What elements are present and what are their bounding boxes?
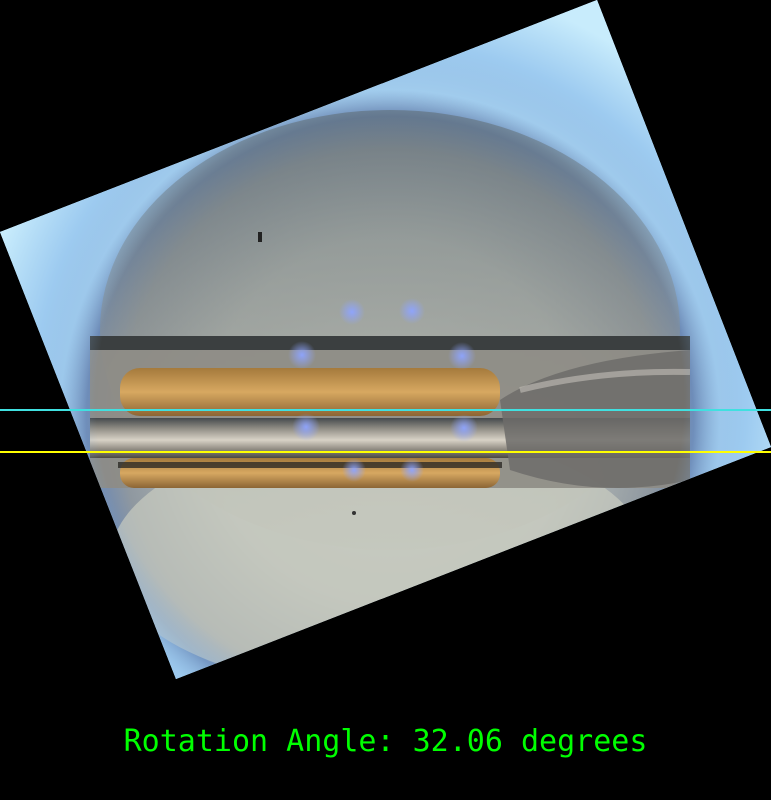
rotation-angle-caption: Rotation Angle: 32.06 degrees [123, 724, 648, 759]
